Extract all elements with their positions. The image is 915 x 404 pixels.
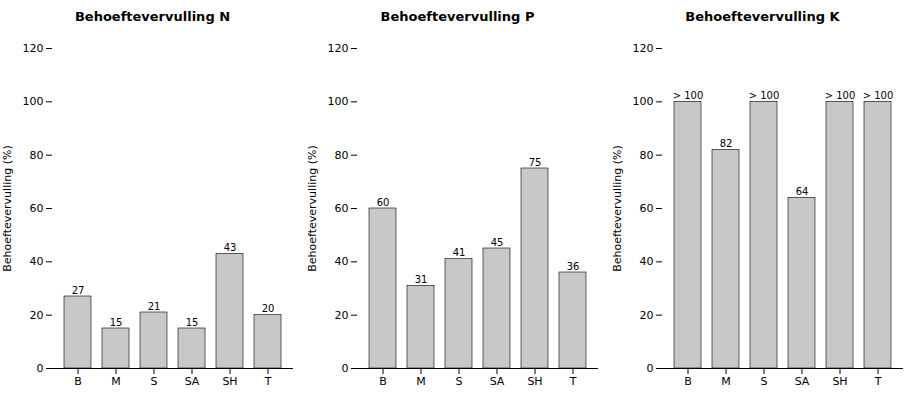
svg-text:Behoeftevervulling (%): Behoeftevervulling (%) <box>306 145 319 271</box>
svg-text:120: 120 <box>23 42 44 55</box>
svg-text:T: T <box>874 375 882 388</box>
svg-text:S: S <box>151 375 158 388</box>
html-text:Behoeftevervulling P: Behoeftevervulling P <box>380 9 535 24</box>
svg-text:31: 31 <box>415 274 428 285</box>
svg-text:80: 80 <box>335 149 349 162</box>
svg-text:60: 60 <box>640 202 654 215</box>
svg-text:64: 64 <box>796 186 809 197</box>
svg-text:S: S <box>761 375 768 388</box>
svg-text:20: 20 <box>262 303 275 314</box>
svg-text:> 100: > 100 <box>863 90 894 101</box>
svg-text:100: 100 <box>633 95 654 108</box>
svg-text:100: 100 <box>328 95 349 108</box>
svg-text:27: 27 <box>72 285 85 296</box>
svg-text:SA: SA <box>490 375 505 388</box>
svg-text:15: 15 <box>110 317 123 328</box>
svg-text:S: S <box>456 375 463 388</box>
svg-text:60: 60 <box>30 202 44 215</box>
svg-text:20: 20 <box>30 309 44 322</box>
svg-text:SH: SH <box>527 375 542 388</box>
svg-text:20: 20 <box>640 309 654 322</box>
svg-text:20: 20 <box>335 309 349 322</box>
svg-text:T: T <box>569 375 577 388</box>
svg-text:> 100: > 100 <box>749 90 780 101</box>
svg-text:SA: SA <box>185 375 200 388</box>
html-text:Behoeftevervulling N: Behoeftevervulling N <box>74 9 231 24</box>
svg-text:0: 0 <box>342 362 349 375</box>
svg-text:B: B <box>684 375 692 388</box>
svg-text:15: 15 <box>186 317 199 328</box>
svg-text:Behoeftevervulling (%): Behoeftevervulling (%) <box>611 145 624 271</box>
svg-text:80: 80 <box>30 149 44 162</box>
svg-text:82: 82 <box>720 138 733 149</box>
svg-text:SA: SA <box>795 375 810 388</box>
html-text:Behoeftevervulling K: Behoeftevervulling K <box>685 9 840 24</box>
svg-text:B: B <box>379 375 387 388</box>
svg-text:120: 120 <box>328 42 349 55</box>
svg-text:75: 75 <box>529 157 542 168</box>
svg-text:43: 43 <box>224 242 237 253</box>
svg-text:40: 40 <box>30 255 44 268</box>
svg-text:100: 100 <box>23 95 44 108</box>
svg-text:M: M <box>721 375 731 388</box>
svg-text:SH: SH <box>832 375 847 388</box>
svg-text:M: M <box>416 375 426 388</box>
svg-text:120: 120 <box>633 42 654 55</box>
svg-text:40: 40 <box>335 255 349 268</box>
svg-text:40: 40 <box>640 255 654 268</box>
svg-text:41: 41 <box>453 247 466 258</box>
svg-text:60: 60 <box>377 197 390 208</box>
svg-text:60: 60 <box>335 202 349 215</box>
svg-text:0: 0 <box>37 362 44 375</box>
svg-text:> 100: > 100 <box>825 90 856 101</box>
svg-text:0: 0 <box>647 362 654 375</box>
svg-text:B: B <box>74 375 82 388</box>
svg-text:Behoeftevervulling (%): Behoeftevervulling (%) <box>1 145 14 271</box>
svg-text:T: T <box>264 375 272 388</box>
svg-text:80: 80 <box>640 149 654 162</box>
svg-text:36: 36 <box>567 261 580 272</box>
svg-text:21: 21 <box>148 301 161 312</box>
svg-text:45: 45 <box>491 237 504 248</box>
svg-text:M: M <box>111 375 121 388</box>
svg-text:SH: SH <box>222 375 237 388</box>
svg-text:> 100: > 100 <box>673 90 704 101</box>
